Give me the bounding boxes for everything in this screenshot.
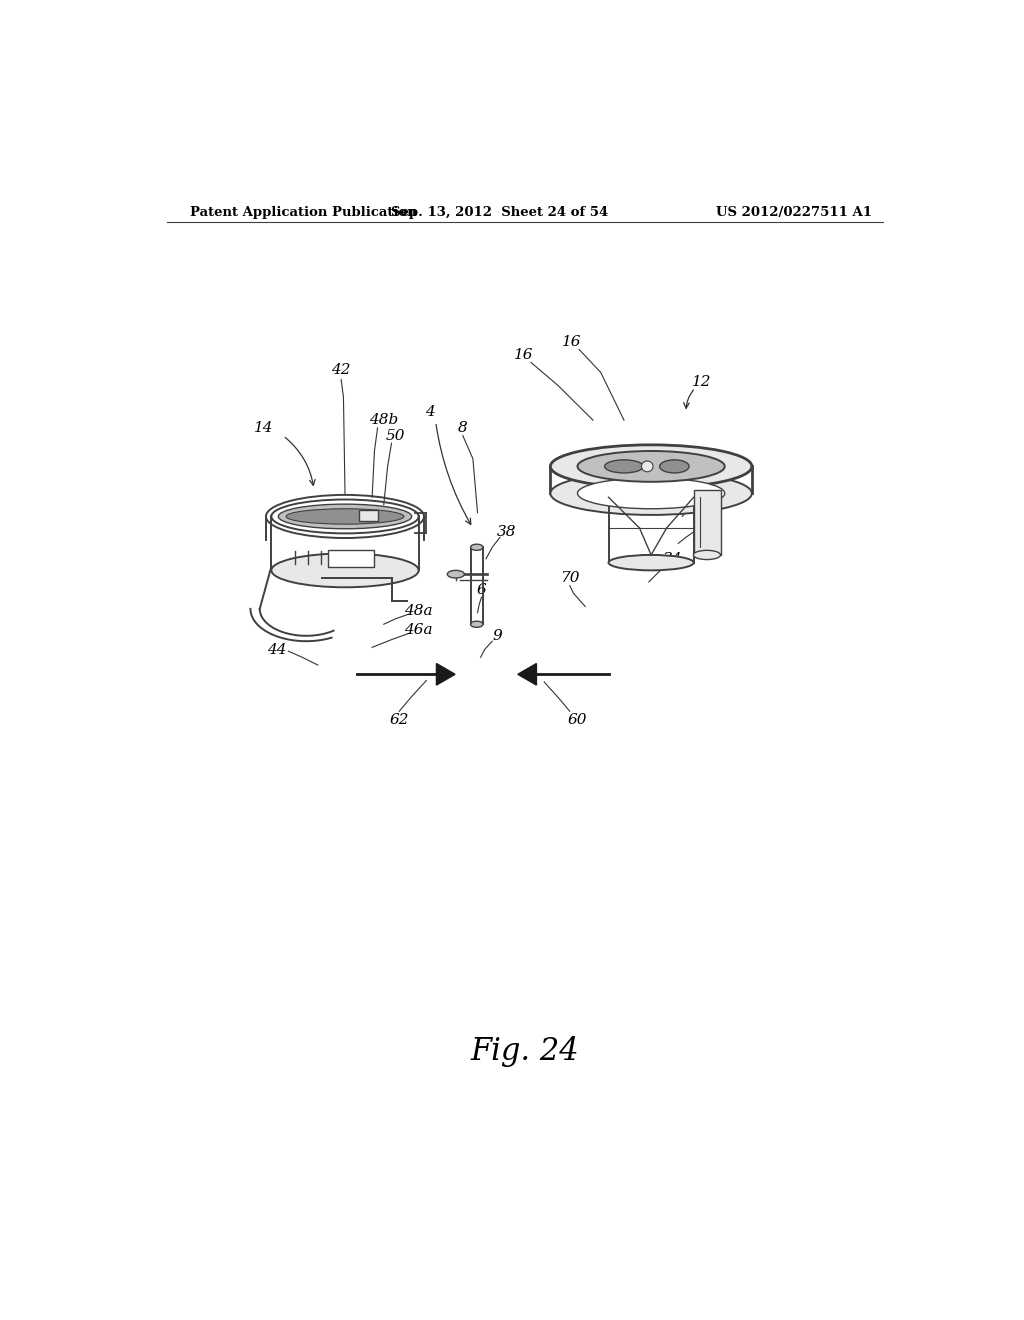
Ellipse shape xyxy=(641,461,653,471)
Ellipse shape xyxy=(471,544,483,550)
Text: 46a: 46a xyxy=(404,623,433,636)
Bar xyxy=(328,549,375,566)
Text: 23: 23 xyxy=(692,521,712,535)
Ellipse shape xyxy=(471,622,483,627)
Text: 8: 8 xyxy=(458,421,468,434)
Ellipse shape xyxy=(550,471,752,515)
Ellipse shape xyxy=(447,570,464,578)
Text: Sep. 13, 2012  Sheet 24 of 54: Sep. 13, 2012 Sheet 24 of 54 xyxy=(391,206,608,219)
Text: 16: 16 xyxy=(561,335,581,348)
Text: 50: 50 xyxy=(386,429,406,442)
Text: 42: 42 xyxy=(332,363,351,378)
Text: 4: 4 xyxy=(425,405,435,420)
Text: 6: 6 xyxy=(476,582,486,597)
Ellipse shape xyxy=(578,451,725,482)
Text: 38: 38 xyxy=(497,525,516,539)
Text: Patent Application Publication: Patent Application Publication xyxy=(190,206,417,219)
Text: 34: 34 xyxy=(664,552,683,566)
Ellipse shape xyxy=(286,508,403,524)
Text: 48a: 48a xyxy=(404,605,433,618)
Ellipse shape xyxy=(659,459,689,473)
Text: 70: 70 xyxy=(560,572,580,585)
Text: 44: 44 xyxy=(267,643,287,656)
Text: 41: 41 xyxy=(693,490,713,504)
Ellipse shape xyxy=(608,554,693,570)
Ellipse shape xyxy=(279,504,412,529)
Text: 14: 14 xyxy=(254,421,273,434)
Text: 62: 62 xyxy=(389,714,409,727)
Polygon shape xyxy=(518,664,537,685)
Text: Fig. 24: Fig. 24 xyxy=(470,1036,580,1067)
Ellipse shape xyxy=(604,459,643,473)
Ellipse shape xyxy=(271,553,419,587)
Text: 9: 9 xyxy=(492,628,502,643)
Ellipse shape xyxy=(578,478,725,508)
Text: 16: 16 xyxy=(513,347,534,362)
Ellipse shape xyxy=(550,445,752,488)
Text: 12: 12 xyxy=(692,375,712,388)
Text: US 2012/0227511 A1: US 2012/0227511 A1 xyxy=(716,206,872,219)
Text: 60: 60 xyxy=(567,714,587,727)
Bar xyxy=(359,511,378,521)
Bar xyxy=(693,490,721,554)
Ellipse shape xyxy=(693,550,721,560)
Text: 48b: 48b xyxy=(369,413,398,428)
Polygon shape xyxy=(436,664,455,685)
